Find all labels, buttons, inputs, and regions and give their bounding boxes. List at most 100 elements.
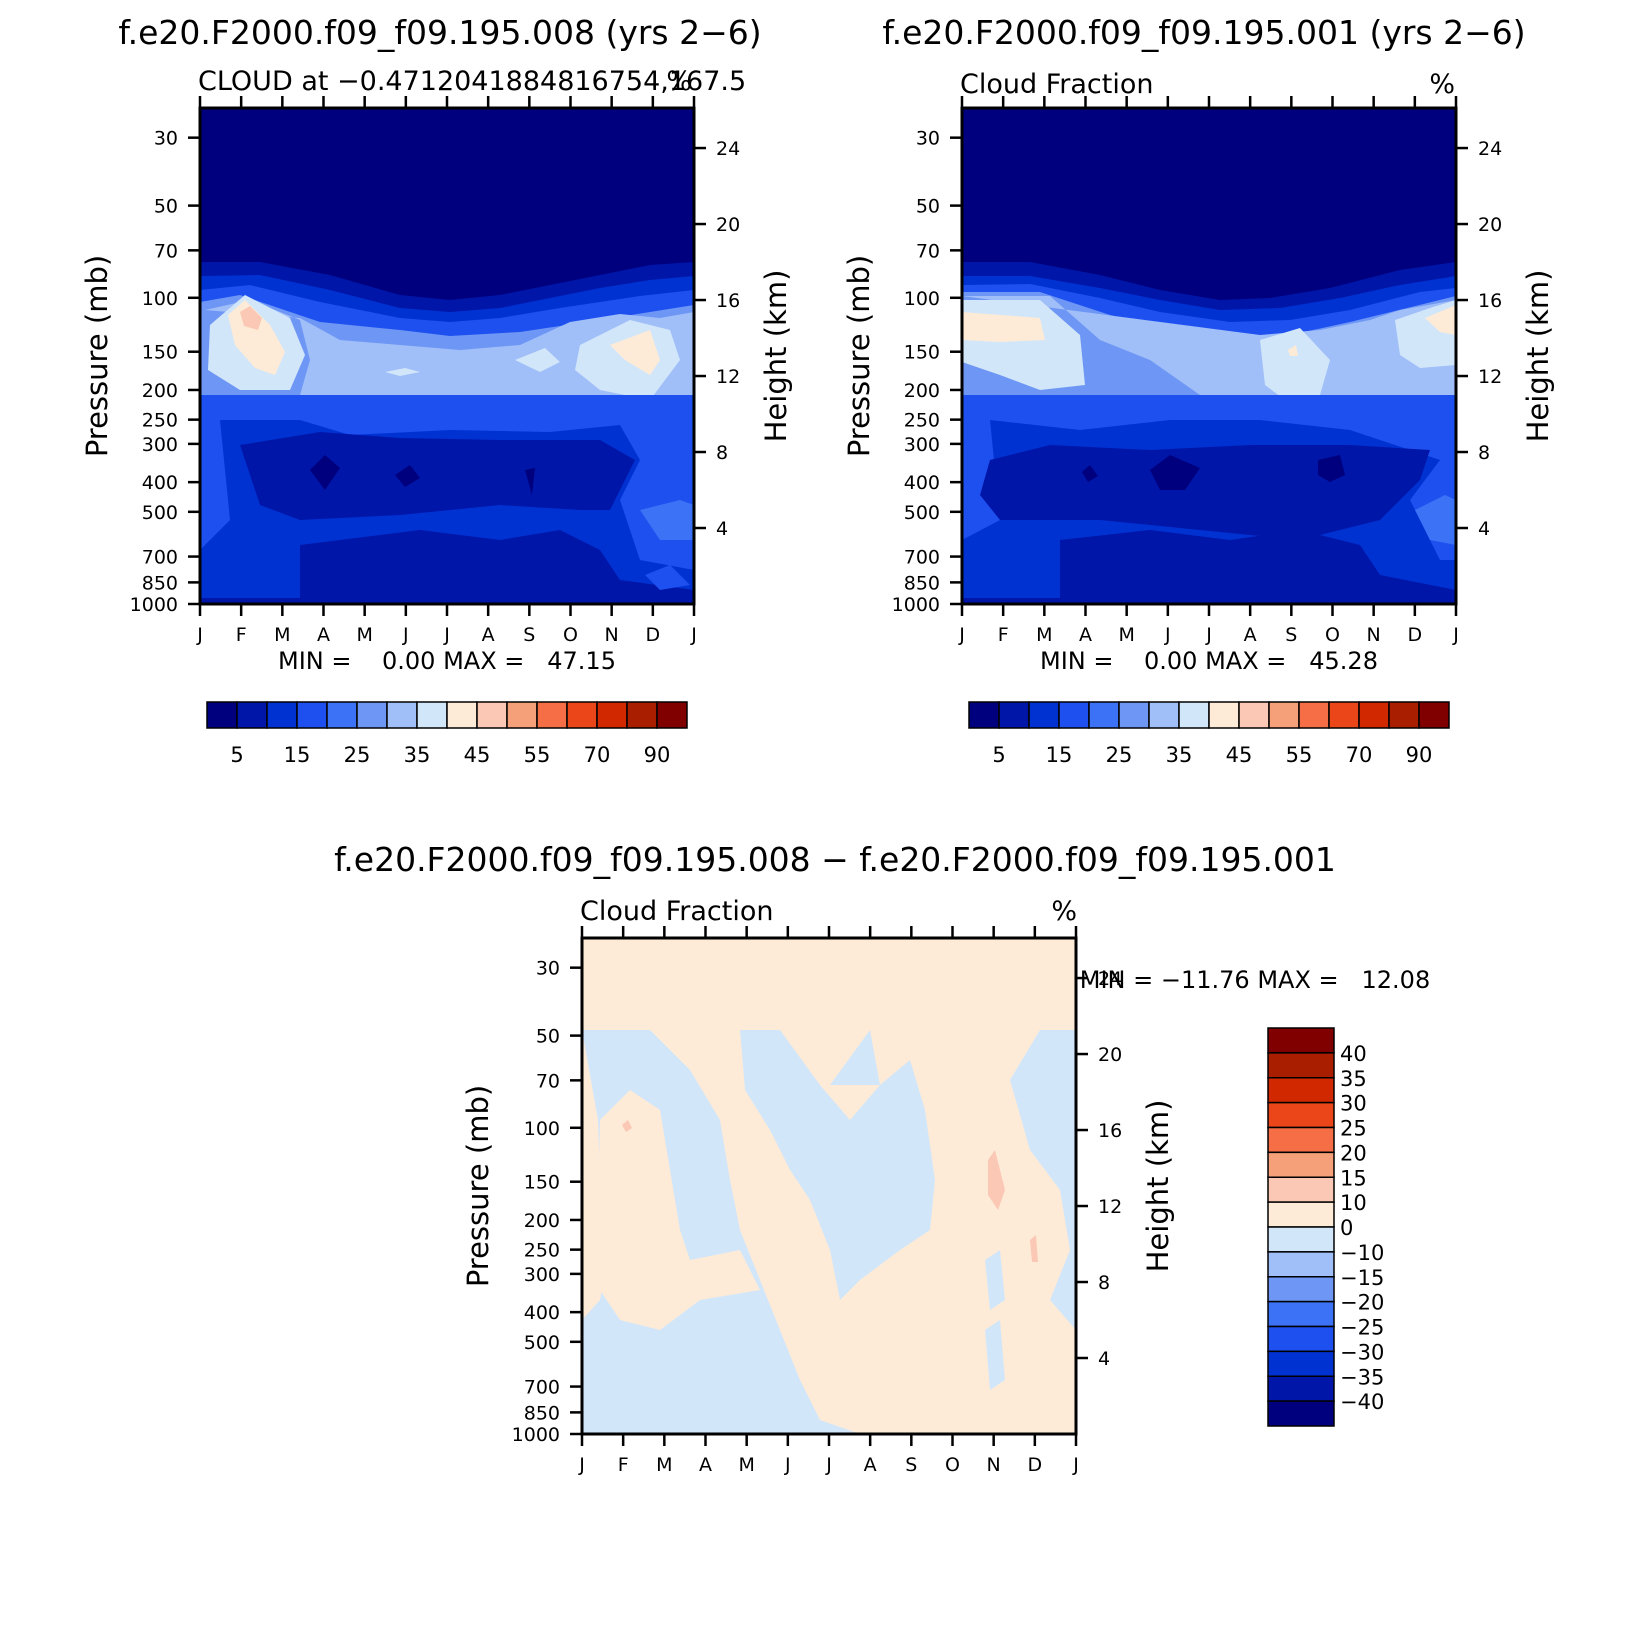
panel2-xtick-label: S xyxy=(1285,624,1297,646)
panel1-xtick-label: S xyxy=(523,624,535,646)
panel3-y2tick-label: 16 xyxy=(1098,1120,1122,1142)
panel3-ytick-label: 250 xyxy=(524,1240,560,1262)
panel2-min-blob-3 xyxy=(1318,455,1345,482)
panel3-colorbar-swatch xyxy=(1267,1077,1335,1104)
panel1-ytick-label: 250 xyxy=(142,410,178,432)
panel1-ytick-label: 50 xyxy=(154,196,178,218)
panel3-min-max: MIN = −11.76 MAX = 12.08 xyxy=(1080,966,1430,994)
panel2-y2tick-label: 4 xyxy=(1478,518,1490,540)
panel2-left-label: Cloud Fraction xyxy=(960,69,1153,100)
panel3-ytick-label: 850 xyxy=(524,1402,560,1424)
panel1-colorbar-swatch xyxy=(626,701,658,729)
panel2-low-layer xyxy=(1060,530,1456,604)
panel2-colorbar-swatch xyxy=(1388,701,1420,729)
panel3-colorbar-swatch xyxy=(1267,1101,1335,1129)
panel1-xtick-label: J xyxy=(196,624,203,646)
panel1-colorbar-swatch xyxy=(356,701,388,729)
panel3-ytick-label: 200 xyxy=(524,1210,560,1232)
panel2-xtick-label: J xyxy=(1205,624,1212,646)
panel2-ytick-label: 70 xyxy=(916,240,940,262)
panel1-plot-area xyxy=(200,108,694,604)
panel3-colorbar-swatch xyxy=(1267,1226,1335,1253)
panel2-colorbar: 5 15 25 35 45 55 70 90 xyxy=(968,701,1450,767)
panel2-y2tick-label: 16 xyxy=(1478,290,1502,312)
panel1-ytick-label: 300 xyxy=(142,434,178,456)
panel1-colorbar-swatch xyxy=(236,701,268,729)
panel1-xtick-label: D xyxy=(646,624,661,646)
panel1-ytick-label: 500 xyxy=(142,502,178,524)
panel2-xtick-label: A xyxy=(1079,624,1092,646)
panel1-colorbar-label: 5 xyxy=(230,743,243,767)
panel2-colorbar-label: 35 xyxy=(1166,743,1193,767)
panel1-y2tick-label: 4 xyxy=(716,518,728,540)
panel3-ytick-label: 1000 xyxy=(512,1424,560,1446)
panel3-colorbar-label: −20 xyxy=(1340,1291,1384,1315)
panel3-y2tick-label: 12 xyxy=(1098,1196,1122,1218)
panel3-colorbar-label: 10 xyxy=(1340,1191,1367,1215)
panel1-max-cloud-core xyxy=(240,306,262,330)
panel1-colorbar-swatch xyxy=(206,701,238,729)
panel3-xtick-label: J xyxy=(825,1454,832,1476)
panel-case-001: f.e20.F2000.f09_f09.195.001 (yrs 2−6) Cl… xyxy=(842,13,1555,767)
panel1-xtick-label: J xyxy=(690,624,697,646)
panel1-dry-layer xyxy=(240,432,635,520)
panel1-max-cloud-east xyxy=(610,330,660,375)
panel2-colorbar-label: 45 xyxy=(1226,743,1253,767)
panel1-y2tick-label: 12 xyxy=(716,366,740,388)
panel2-case-title: f.e20.F2000.f09_f09.195.001 (yrs 2−6) xyxy=(882,13,1525,52)
panel3-tiny-blob xyxy=(622,1120,632,1132)
panel1-colorbar-label: 25 xyxy=(344,743,371,767)
panel3-colorbar-label: −15 xyxy=(1340,1266,1384,1290)
panel3-colorbar-swatch xyxy=(1267,1251,1335,1278)
panel2-ylabel: Pressure (mb) xyxy=(842,255,876,457)
panel2-colorbar-label: 5 xyxy=(992,743,1005,767)
panel3-left-label: Cloud Fraction xyxy=(580,896,773,927)
panel2-ytick-label: 500 xyxy=(904,502,940,524)
panel3-small-blob xyxy=(1030,1235,1038,1262)
panel2-colorbar-swatch xyxy=(998,701,1030,729)
panel3-ytick-label: 70 xyxy=(536,1070,560,1092)
panel3-colorbar-label: 30 xyxy=(1340,1092,1367,1116)
panel3-xtick-label: N xyxy=(987,1454,1001,1476)
panel2-ytick-label: 850 xyxy=(904,572,940,594)
panel2-ytick-label: 200 xyxy=(904,380,940,402)
panel2-colorbar-swatch xyxy=(1178,701,1210,729)
panel2-max-cloud-west xyxy=(962,312,1045,342)
panel2-xtick-label: O xyxy=(1325,624,1340,646)
panel2-surface-row xyxy=(962,598,1456,604)
panel-case-008: f.e20.F2000.f09_f09.195.008 (yrs 2−6) CL… xyxy=(80,13,793,767)
panel2-colorbar-swatch xyxy=(1058,701,1090,729)
panel3-colorbar-label: 0 xyxy=(1340,1216,1353,1240)
panel2-ytick-label: 250 xyxy=(904,410,940,432)
panel2-ytick-label: 400 xyxy=(904,472,940,494)
panel3-colorbar-swatch xyxy=(1267,1325,1335,1353)
panel3-colorbar-swatch xyxy=(1267,1201,1335,1228)
panel1-band-upper-5 xyxy=(205,300,694,395)
panel3-colorbar-label: 15 xyxy=(1340,1166,1367,1190)
panel1-min-blob-2 xyxy=(395,465,420,487)
panel3-colorbar-label: 20 xyxy=(1340,1141,1367,1165)
panel2-y2tick-label: 20 xyxy=(1478,214,1502,236)
panel3-right-label: % xyxy=(1051,896,1077,927)
panel1-ytick-label: 30 xyxy=(154,128,178,150)
panel3-xtick-label: M xyxy=(738,1454,754,1476)
panel2-ytick-label: 100 xyxy=(904,288,940,310)
panel2-xtick-label: A xyxy=(1244,624,1257,646)
panel2-min-max: MIN = 0.00 MAX = 45.28 xyxy=(1040,647,1378,675)
panel3-negative-patch-north xyxy=(985,1250,1005,1310)
panel2-max-cloud-east xyxy=(1425,305,1456,335)
panel1-ytick-label: 700 xyxy=(142,547,178,569)
panel2-right-label: % xyxy=(1429,69,1455,100)
panel3-colorbar-swatch xyxy=(1267,1126,1335,1154)
panel1-xtick-label: J xyxy=(443,624,450,646)
panel2-y2label: Height (km) xyxy=(1521,270,1555,443)
panel2-east-boundary-patch xyxy=(1415,495,1456,545)
panel1-xtick-label: J xyxy=(402,624,409,646)
panel1-ytick-label: 400 xyxy=(142,472,178,494)
panel1-ice-patch-jun xyxy=(385,368,420,376)
panel2-xtick-label: M xyxy=(1118,624,1134,646)
panel2-xtick-label: M xyxy=(1036,624,1052,646)
